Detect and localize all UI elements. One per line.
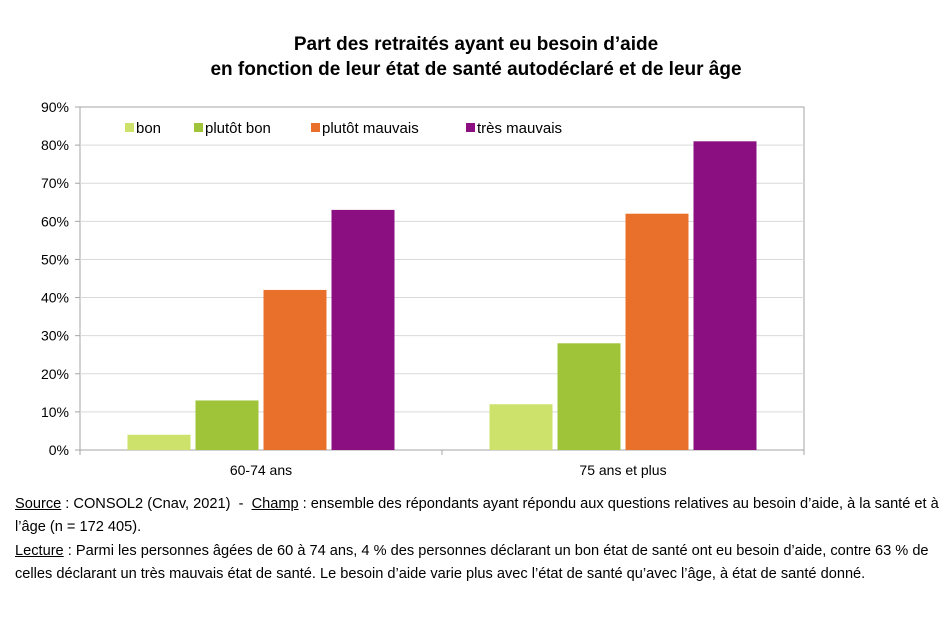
legend-swatch xyxy=(125,123,134,132)
y-tick-label: 40% xyxy=(41,290,69,306)
chart-title-line-1: Part des retraités ayant eu besoin d’aid… xyxy=(293,34,659,55)
bar-plutôt-bon xyxy=(195,400,259,450)
legend-label: bon xyxy=(136,120,161,137)
source-text: : CONSOL2 (Cnav, 2021) - xyxy=(61,496,252,512)
y-tick-label: 0% xyxy=(49,442,69,458)
y-tick-label: 30% xyxy=(41,328,69,344)
y-tick-label: 90% xyxy=(41,99,69,115)
y-tick-label: 50% xyxy=(41,251,69,267)
y-tick-label: 60% xyxy=(41,213,69,229)
legend-swatch xyxy=(466,123,475,132)
bar-bon xyxy=(127,434,191,450)
bar-plutôt-mauvais xyxy=(625,213,689,450)
chart-title-line-2: en fonction de leur état de santé autodé… xyxy=(210,59,742,80)
bar-bon xyxy=(489,404,553,450)
x-tick-label: 60-74 ans xyxy=(230,462,292,478)
legend-swatch xyxy=(194,123,203,132)
y-tick-label: 70% xyxy=(41,175,69,191)
champ-label: Champ xyxy=(251,496,299,512)
bar-plutôt-mauvais xyxy=(263,289,327,450)
y-tick-label: 10% xyxy=(41,404,69,420)
y-tick-label: 20% xyxy=(41,366,69,382)
source-label: Source xyxy=(15,496,62,512)
source-note: Source : CONSOL2 (Cnav, 2021) - Champ : … xyxy=(15,493,945,540)
lecture-text: : Parmi les personnes âgées de 60 à 74 a… xyxy=(15,542,929,583)
champ-text: : ensemble des répondants ayant répondu … xyxy=(15,496,939,536)
legend-label: plutôt mauvais xyxy=(322,120,419,137)
y-tick-label: 80% xyxy=(41,137,69,153)
lecture-label: Lecture xyxy=(15,542,64,559)
legend-swatch xyxy=(311,123,320,132)
bar-très-mauvais xyxy=(693,141,757,451)
legend-label: plutôt bon xyxy=(205,120,271,137)
bar-plutôt-bon xyxy=(557,343,621,450)
legend-label: très mauvais xyxy=(477,120,562,137)
chart-title: Part des retraités ayant eu besoin d’aid… xyxy=(0,32,952,82)
bar-très-mauvais xyxy=(331,209,395,450)
chart-notes: Source : CONSOL2 (Cnav, 2021) - Champ : … xyxy=(15,493,945,587)
bar-chart: 0% 10% 20% 30% 40% 50% 60% 70% 80% 90% 60-74 ans 75… xyxy=(41,99,805,478)
lecture-note: Lecture : Parmi les personnes âgées de 6… xyxy=(15,540,945,587)
x-tick-label: 75 ans et plus xyxy=(579,462,666,478)
